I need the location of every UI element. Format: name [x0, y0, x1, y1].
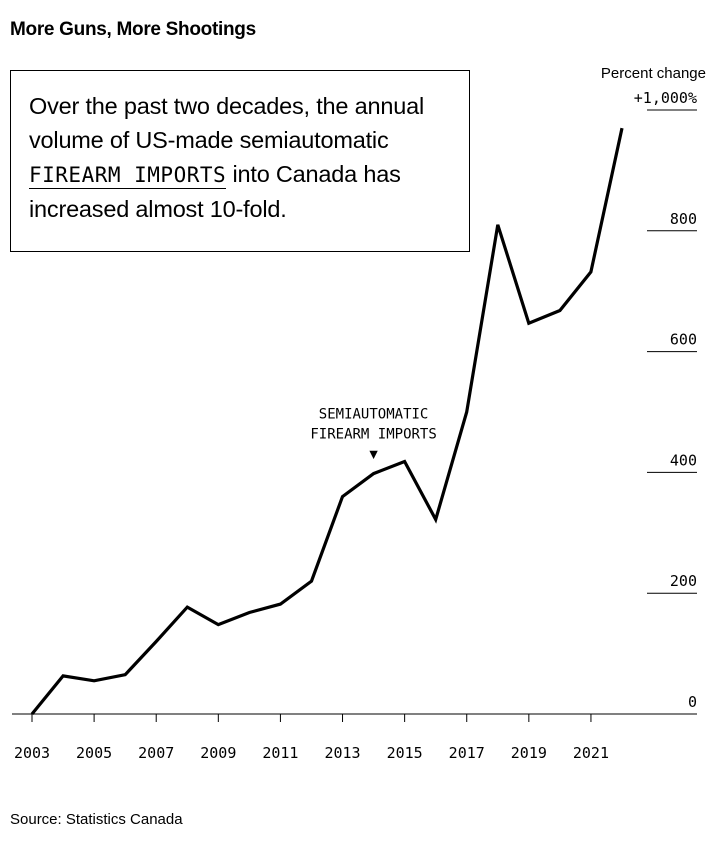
y-tick-label: 200 [670, 572, 697, 590]
callout-text-end: into Canada has increased almost 10-fold… [29, 161, 401, 222]
x-tick-label: 2021 [573, 744, 609, 762]
source-note: Source: Statistics Canada [10, 811, 183, 828]
x-tick-label: 2015 [387, 744, 423, 762]
annotation-label: SEMIAUTOMATIC [319, 407, 429, 423]
y-axis-unit-label: Percent change [600, 65, 706, 82]
callout-highlight: FIREARM IMPORTS [29, 163, 227, 189]
y-tick-label: 0 [688, 693, 697, 711]
y-tick-label: 600 [670, 331, 697, 349]
callout-text: Over the past two decades, the annual vo… [29, 89, 459, 226]
callout-text-start: Over the past two decades, the annual vo… [29, 93, 424, 153]
x-tick-label: 2005 [76, 744, 112, 762]
x-tick-label: 2009 [200, 744, 236, 762]
x-tick-label: 2011 [262, 744, 298, 762]
series-layer [30, 127, 624, 716]
annotation-label: FIREARM IMPORTS [310, 427, 436, 443]
x-tick-label: 2017 [449, 744, 485, 762]
annotation-marker-icon: ▼ [369, 447, 378, 463]
y-tick-label: 800 [670, 210, 697, 228]
y-tick-label: 400 [670, 451, 697, 469]
y-tick-label: +1,000% [634, 89, 697, 107]
chart-title: More Guns, More Shootings [10, 19, 256, 40]
series-line [30, 127, 624, 716]
annotation-layer: SEMIAUTOMATIC FIREARM IMPORTS ▼ [310, 407, 436, 463]
y-axis: 0 200 400 600 800 +1,000% [634, 89, 697, 711]
summary-callout: Over the past two decades, the annual vo… [10, 70, 470, 252]
x-tick-label: 2013 [324, 744, 360, 762]
x-tick-label: 2007 [138, 744, 174, 762]
x-tick-label: 2003 [14, 744, 50, 762]
x-tick-label: 2019 [511, 744, 547, 762]
x-axis: 2003 2005 2007 2009 2011 2013 2015 2017 2019 2021 [12, 713, 697, 762]
